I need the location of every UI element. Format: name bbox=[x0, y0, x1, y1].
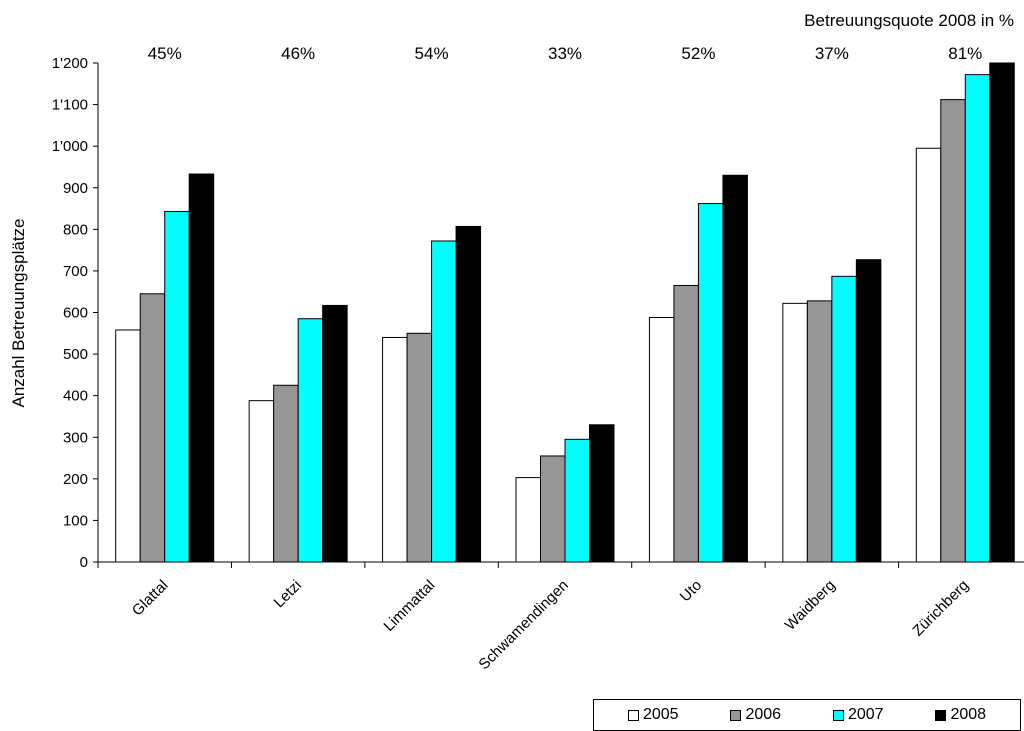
bar-letzi-2007 bbox=[297, 318, 324, 563]
y-tick-label: 100 bbox=[63, 512, 88, 529]
bar-limmattal-2005 bbox=[382, 336, 408, 563]
bar-glattal-2007 bbox=[164, 210, 190, 563]
bar-uto-2005 bbox=[648, 316, 675, 563]
legend-label-2006: 2006 bbox=[745, 706, 782, 723]
bar-glattal-2006 bbox=[139, 293, 166, 563]
x-tick-label-schwamendingen: Schwamendingen bbox=[475, 577, 571, 673]
bar-limmattal-2006 bbox=[406, 332, 433, 563]
bar-waidberg-2005 bbox=[782, 302, 808, 563]
y-tick-label: 300 bbox=[63, 429, 88, 446]
bar-zürichberg-2005 bbox=[915, 147, 942, 563]
bar-zürichberg-2006 bbox=[940, 99, 966, 563]
bar-letzi-2008 bbox=[322, 304, 348, 563]
x-tick-label-limmattal: Limmattal bbox=[380, 577, 438, 635]
y-tick-label: 200 bbox=[63, 471, 88, 488]
legend-swatch-2007 bbox=[832, 709, 844, 721]
y-axis-label: Anzahl Betreuungsplätze bbox=[9, 218, 28, 407]
x-tick-label-uto: Uto bbox=[677, 577, 706, 606]
bar-waidberg-2008 bbox=[855, 259, 882, 563]
x-tick-label-waidberg: Waidberg bbox=[782, 577, 839, 634]
legend: 2005 2006 2007 2008 bbox=[593, 699, 1021, 731]
y-tick-label: 700 bbox=[63, 263, 88, 280]
quota-label-waidberg: 37% bbox=[815, 44, 849, 63]
y-tick-label: 1'200 bbox=[52, 55, 88, 72]
legend-item-2008: 2008 bbox=[935, 706, 986, 724]
legend-item-2006: 2006 bbox=[730, 706, 781, 724]
bar-waidberg-2006 bbox=[806, 300, 833, 563]
y-tick-label: 1'000 bbox=[52, 138, 88, 155]
quota-label-limmattal: 54% bbox=[415, 44, 449, 63]
bar-schwamendingen-2007 bbox=[564, 438, 590, 563]
bar-schwamendingen-2005 bbox=[515, 477, 541, 563]
legend-swatch-2005 bbox=[627, 709, 639, 721]
legend-swatch-2008 bbox=[935, 709, 947, 721]
x-tick-label-glattal: Glattal bbox=[129, 577, 172, 620]
bar-zürichberg-2007 bbox=[964, 74, 991, 563]
quota-label-letzi: 46% bbox=[281, 44, 315, 63]
bar-zürichberg-2008 bbox=[989, 62, 1015, 563]
bar-glattal-2005 bbox=[115, 329, 141, 563]
legend-label-2005: 2005 bbox=[642, 706, 679, 723]
quota-label-schwamendingen: 33% bbox=[548, 44, 582, 63]
bar-limmattal-2007 bbox=[431, 240, 457, 563]
y-tick-label: 0 bbox=[80, 554, 88, 571]
y-tick-label: 900 bbox=[63, 180, 88, 197]
quota-label-uto: 52% bbox=[681, 44, 715, 63]
y-tick-label: 600 bbox=[63, 305, 88, 322]
legend-item-2005: 2005 bbox=[627, 706, 679, 724]
y-tick-label: 500 bbox=[63, 346, 88, 363]
legend-label-2007: 2007 bbox=[847, 706, 884, 723]
bar-uto-2007 bbox=[697, 203, 724, 563]
y-tick-label: 1'100 bbox=[52, 97, 88, 114]
legend-swatch-2006 bbox=[730, 709, 742, 721]
x-tick-label-letzi: Letzi bbox=[271, 577, 305, 611]
bar-glattal-2008 bbox=[188, 173, 215, 563]
quota-label-zürichberg: 81% bbox=[948, 44, 982, 63]
bar-letzi-2005 bbox=[248, 400, 275, 563]
y-tick-label: 800 bbox=[63, 221, 88, 238]
x-tick-label-zürichberg: Zürichberg bbox=[909, 577, 972, 640]
quota-label-glattal: 45% bbox=[148, 44, 182, 63]
bar-waidberg-2007 bbox=[831, 275, 857, 563]
bar-uto-2006 bbox=[673, 284, 699, 563]
bar-schwamendingen-2008 bbox=[589, 424, 615, 563]
bar-limmattal-2008 bbox=[455, 225, 482, 563]
y-tick-label: 400 bbox=[63, 388, 88, 405]
legend-label-2008: 2008 bbox=[950, 706, 987, 723]
bar-schwamendingen-2006 bbox=[540, 455, 566, 563]
bar-uto-2008 bbox=[722, 174, 748, 563]
quota-heading: Betreuungsquote 2008 in % bbox=[804, 11, 1014, 30]
bar-letzi-2006 bbox=[273, 384, 299, 563]
legend-item-2007: 2007 bbox=[832, 706, 884, 724]
